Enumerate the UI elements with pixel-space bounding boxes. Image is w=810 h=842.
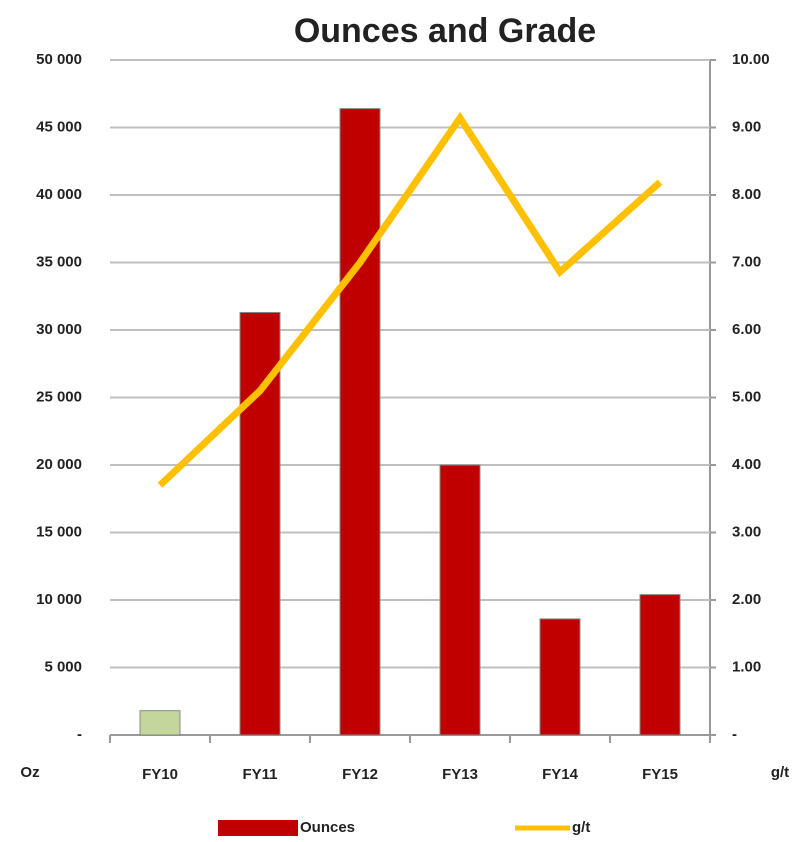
y2-tick-label: 10.00 (732, 51, 770, 68)
bar (539, 618, 581, 736)
x-tick-label: FY14 (542, 766, 579, 783)
y2-tick-label: 6.00 (732, 321, 761, 338)
y-axis-label: Oz (20, 764, 39, 781)
legend-label: g/t (572, 819, 590, 836)
x-tick-label: FY11 (242, 766, 277, 783)
y-tick-label: 40 000 (36, 186, 82, 203)
y-tick-label: 10 000 (36, 591, 82, 608)
legend-label: Ounces (300, 819, 355, 836)
y2-axis-label: g/t (771, 764, 789, 781)
y2-tick-label: 3.00 (732, 523, 761, 540)
y-tick-label: 5 000 (44, 658, 82, 675)
y-tick-label: - (77, 726, 82, 743)
y2-tick-label: 4.00 (732, 456, 761, 473)
y2-tick-label: 9.00 (732, 118, 761, 135)
y-tick-label: 15 000 (36, 523, 82, 540)
x-tick-label: FY12 (342, 766, 378, 783)
y-tick-label: 30 000 (36, 321, 82, 338)
y-tick-label: 45 000 (36, 118, 82, 135)
y2-tick-label: 7.00 (732, 253, 761, 270)
y2-tick-label: 1.00 (732, 658, 761, 675)
y2-tick-label: 2.00 (732, 591, 761, 608)
legend-swatch (218, 820, 298, 836)
y-tick-label: 25 000 (36, 388, 82, 405)
x-tick-label: FY10 (142, 766, 178, 783)
bar (239, 311, 281, 736)
y-tick-label: 50 000 (36, 51, 82, 68)
y-tick-label: 20 000 (36, 456, 82, 473)
y2-tick-label: - (732, 726, 737, 743)
line (157, 111, 663, 488)
x-tick-label: FY15 (642, 766, 678, 783)
y-tick-label: 35 000 (36, 253, 82, 270)
chart-title: Ounces and Grade (294, 12, 596, 50)
bar (339, 108, 381, 736)
y2-tick-label: 8.00 (732, 186, 761, 203)
bar (639, 594, 681, 736)
bar (139, 710, 181, 736)
bar (439, 464, 481, 736)
x-tick-label: FY13 (442, 766, 478, 783)
y2-tick-label: 5.00 (732, 388, 761, 405)
